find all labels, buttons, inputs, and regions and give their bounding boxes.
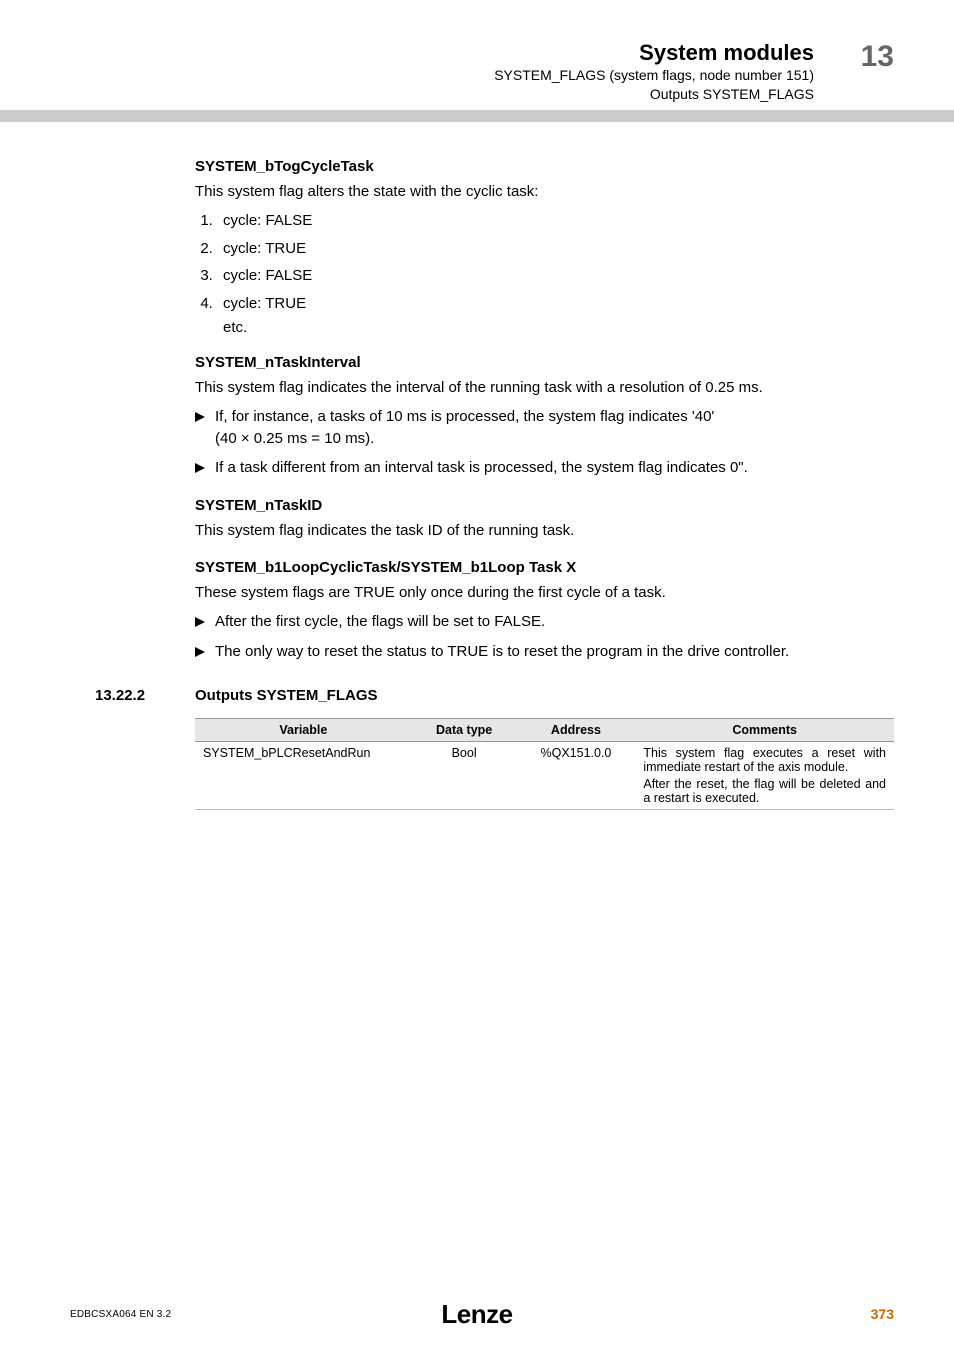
header-sub2: Outputs SYSTEM_FLAGS: [494, 85, 814, 104]
footer-pagenum: 373: [871, 1306, 894, 1322]
header-text-block: System modules SYSTEM_FLAGS (system flag…: [494, 40, 814, 104]
section-title: Outputs SYSTEM_FLAGS: [195, 687, 378, 704]
b1loop-bullets: After the first cycle, the flags will be…: [195, 611, 894, 663]
header-rule: [0, 110, 954, 122]
td-address: %QX151.0.0: [517, 741, 636, 809]
bullet-text: If, for instance, a tasks of 10 ms is pr…: [215, 406, 714, 450]
triangle-bullet-icon: [195, 617, 205, 627]
cycle-item: cycle: FALSE: [217, 210, 894, 232]
sys-ntaskinterval-intro: This system flag indicates the interval …: [195, 377, 894, 398]
header-sub1: SYSTEM_FLAGS (system flags, node number …: [494, 66, 814, 85]
bullet-item: After the first cycle, the flags will be…: [195, 611, 894, 633]
footer-docid: EDBCSXA064 EN 3.2: [70, 1309, 171, 1320]
triangle-bullet-icon: [195, 647, 205, 657]
sys-ntaskid-heading: SYSTEM_nTaskID: [195, 497, 894, 514]
sys-ntaskid-intro: This system flag indicates the task ID o…: [195, 520, 894, 541]
sys-b1loop-intro: These system flags are TRUE only once du…: [195, 582, 894, 603]
sys-ntaskinterval-heading: SYSTEM_nTaskInterval: [195, 354, 894, 371]
bullet-item: The only way to reset the status to TRUE…: [195, 641, 894, 663]
section-row: 13.22.2 Outputs SYSTEM_FLAGS: [195, 687, 894, 704]
page-header: System modules SYSTEM_FLAGS (system flag…: [135, 40, 894, 104]
table-header-row: Variable Data type Address Comments: [195, 718, 894, 741]
cycle-item: cycle: TRUE: [217, 238, 894, 260]
outputs-table: Variable Data type Address Comments SYST…: [195, 718, 894, 810]
footer-logo: Lenze: [441, 1299, 512, 1330]
content: SYSTEM_bTogCycleTask This system flag al…: [135, 158, 894, 810]
section-number: 13.22.2: [95, 687, 195, 704]
cycle-item: cycle: FALSE: [217, 265, 894, 287]
bullet-text: If a task different from an interval tas…: [215, 457, 748, 479]
th-address: Address: [517, 718, 636, 741]
header-title: System modules: [494, 40, 814, 66]
sys-btogcycletask-heading: SYSTEM_bTogCycleTask: [195, 158, 894, 175]
triangle-bullet-icon: [195, 463, 205, 473]
chapter-number: 13: [854, 40, 894, 72]
th-datatype: Data type: [412, 718, 517, 741]
td-comments: This system flag executes a reset with i…: [635, 741, 894, 809]
page-footer: EDBCSXA064 EN 3.2 Lenze 373: [0, 1306, 954, 1322]
ntaskinterval-bullets: If, for instance, a tasks of 10 ms is pr…: [195, 406, 894, 479]
cycle-etc: etc.: [223, 319, 894, 336]
th-comments: Comments: [635, 718, 894, 741]
sys-b1loop-heading: SYSTEM_b1LoopCyclicTask/SYSTEM_b1Loop Ta…: [195, 559, 894, 576]
triangle-bullet-icon: [195, 412, 205, 422]
bullet-text: The only way to reset the status to TRUE…: [215, 641, 789, 663]
sys-btogcycletask-intro: This system flag alters the state with t…: [195, 181, 894, 202]
bullet-item: If, for instance, a tasks of 10 ms is pr…: [195, 406, 894, 450]
bullet-text: After the first cycle, the flags will be…: [215, 611, 545, 633]
cycle-item: cycle: TRUE: [217, 293, 894, 315]
td-variable: SYSTEM_bPLCResetAndRun: [195, 741, 412, 809]
table-row: SYSTEM_bPLCResetAndRun Bool %QX151.0.0 T…: [195, 741, 894, 809]
cycle-list: cycle: FALSE cycle: TRUE cycle: FALSE cy…: [195, 210, 894, 315]
bullet-item: If a task different from an interval tas…: [195, 457, 894, 479]
th-variable: Variable: [195, 718, 412, 741]
td-datatype: Bool: [412, 741, 517, 809]
